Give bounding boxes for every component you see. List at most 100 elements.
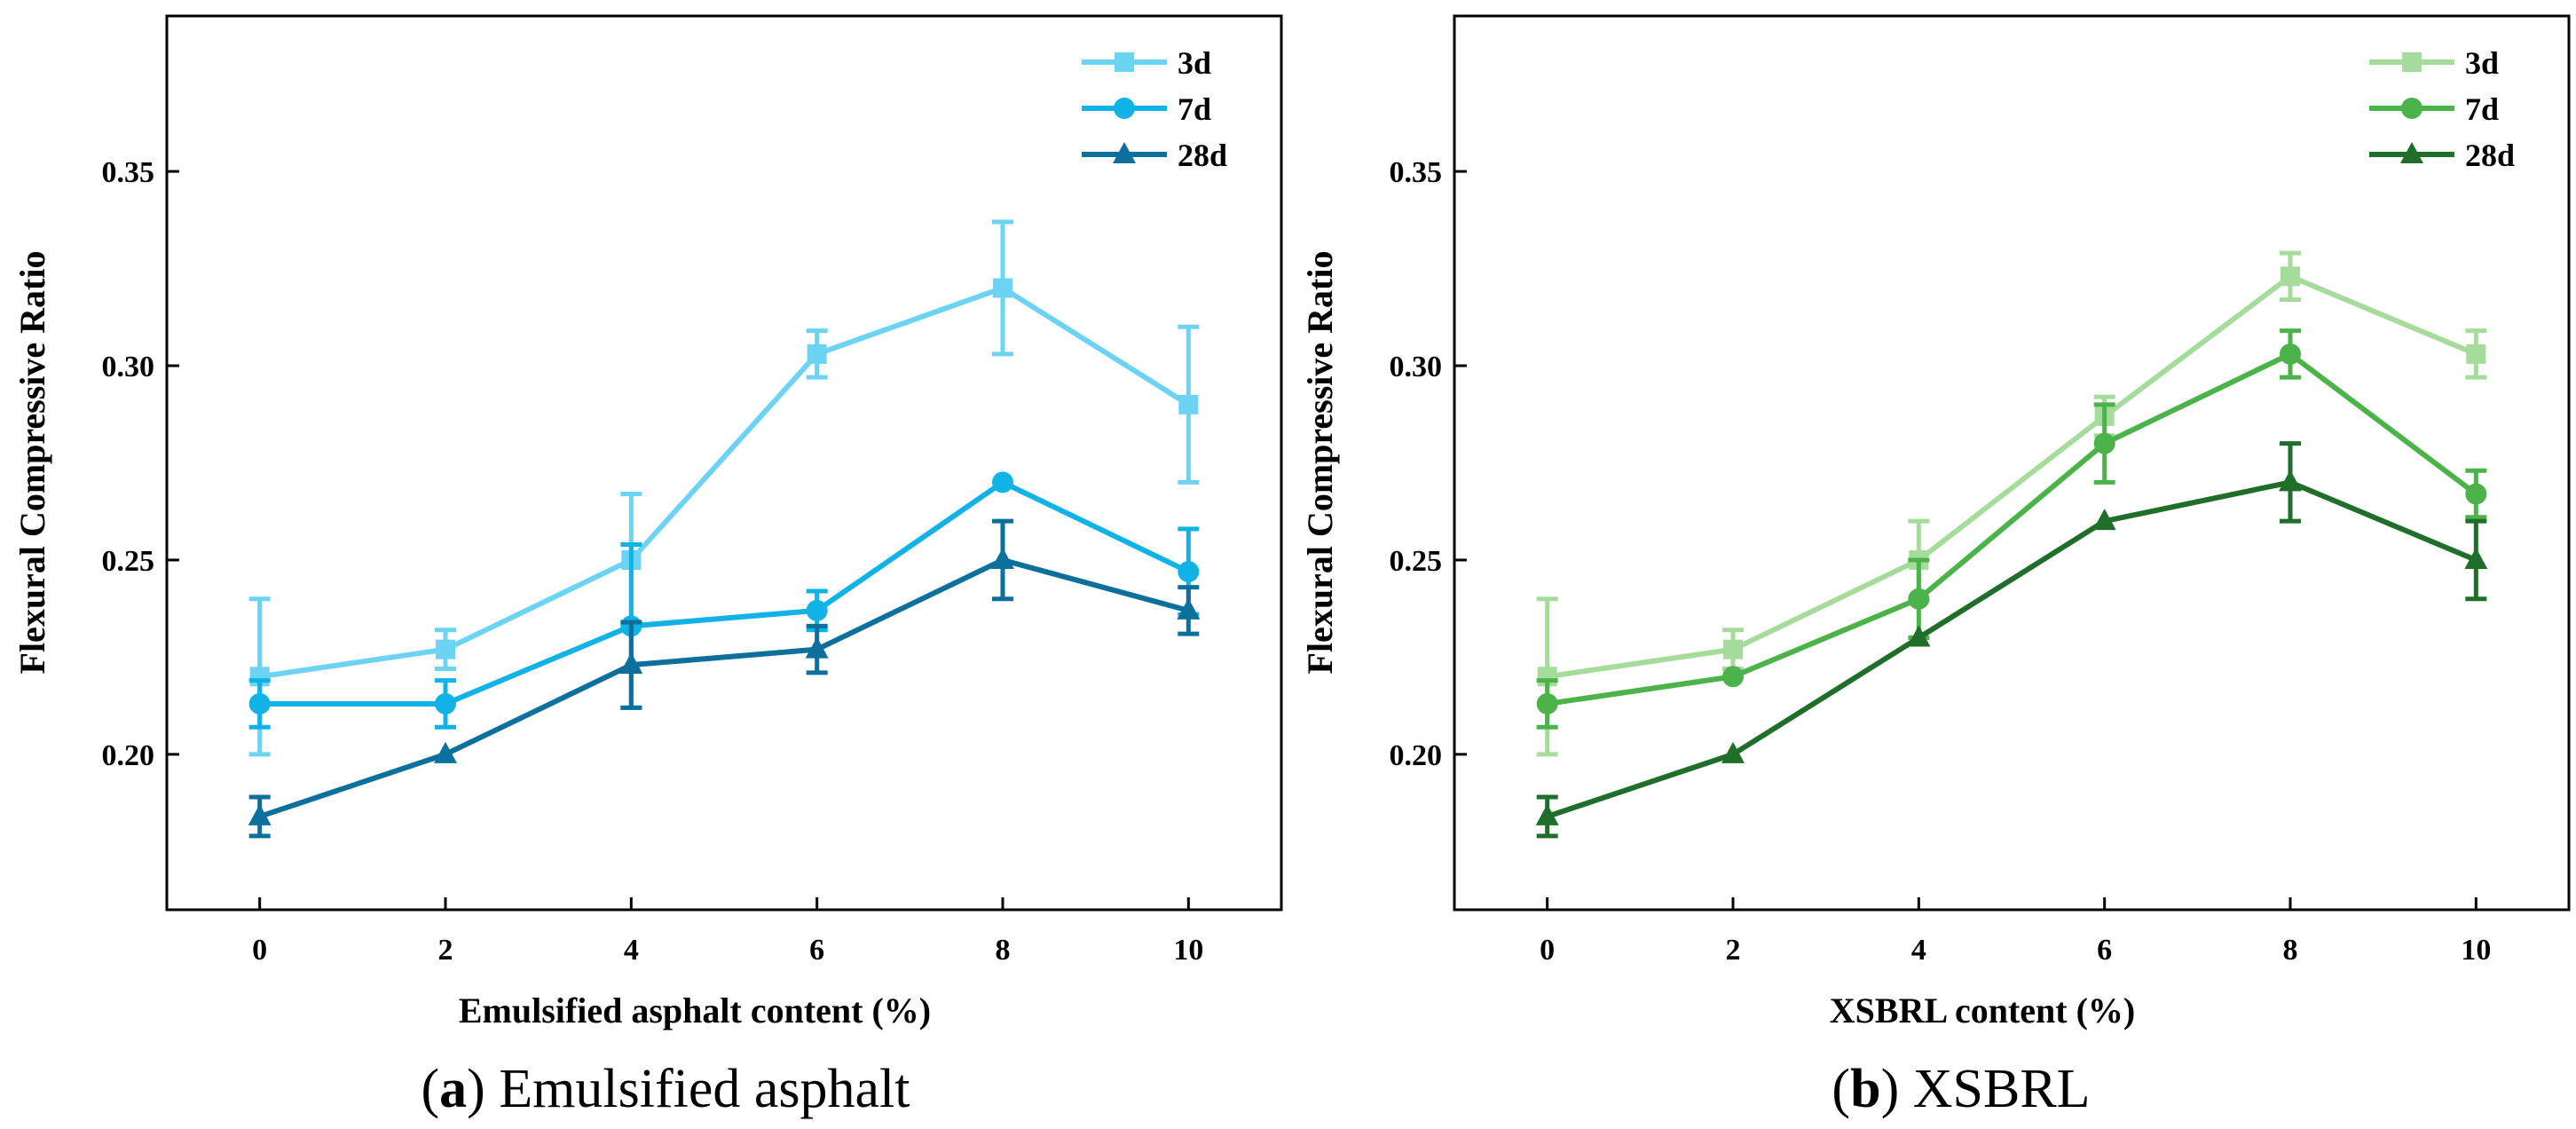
series-28d xyxy=(1535,441,2488,839)
x-tick-label: 8 xyxy=(996,934,1011,967)
series-line-7d xyxy=(1547,351,2478,707)
data-point-triangle xyxy=(1177,597,1201,620)
legend-marker-circle xyxy=(2401,98,2422,119)
series-line-28d xyxy=(1546,479,2478,819)
x-axis-ticks-b: 0 2 4 6 8 10 xyxy=(1540,897,2491,967)
data-point-triangle xyxy=(991,547,1014,569)
x-tick-label: 6 xyxy=(2097,934,2112,967)
legend-item-7d: 7d xyxy=(2369,91,2499,127)
data-point-circle xyxy=(435,692,456,715)
data-point-square xyxy=(436,639,455,659)
legend-item-3d: 3d xyxy=(2369,45,2499,81)
data-point-circle xyxy=(992,471,1013,493)
data-point-triangle xyxy=(2092,509,2116,531)
caption-a-letter: a xyxy=(439,1059,467,1119)
caption-b: (b) XSBRL xyxy=(1832,1059,2090,1119)
caption-b-letter: b xyxy=(1850,1059,1880,1119)
y-axis-title-a: Flexural Compressive Ratio xyxy=(12,251,52,675)
series-3d xyxy=(248,219,1200,757)
x-axis-title-b: XSBRL content (%) xyxy=(1830,991,2135,1030)
plot-frame-a xyxy=(165,14,1283,912)
y-tick-label: 0.35 xyxy=(1390,156,1443,189)
legend-label: 3d xyxy=(2465,45,2499,81)
data-point-square xyxy=(1178,394,1199,414)
data-point-circle xyxy=(1908,588,1930,610)
data-point-triangle xyxy=(434,741,457,763)
data-point-triangle xyxy=(1907,625,1931,647)
data-point-triangle xyxy=(1721,741,1745,763)
series-28d xyxy=(248,518,1201,839)
legend-item-7d: 7d xyxy=(1082,91,1211,127)
x-tick-label: 2 xyxy=(1726,934,1741,967)
data-point-triangle xyxy=(619,652,643,675)
caption-a: (a) Emulsified asphalt xyxy=(421,1059,910,1119)
data-point-square xyxy=(807,343,827,364)
panel-a: 0.20 0.25 0.30 0.35 0 2 4 6 8 10 Flexural Compre… xyxy=(12,14,1283,1119)
legend-marker-square xyxy=(2402,52,2422,72)
legend-label: 7d xyxy=(1178,91,1211,127)
y-axis-title-b: Flexural Compressive Ratio xyxy=(1300,251,1340,675)
x-tick-label: 10 xyxy=(1173,934,1203,967)
data-point-circle xyxy=(248,692,271,715)
x-axis-ticks-a: 0 2 4 6 8 10 xyxy=(252,897,1203,967)
legend-marker-triangle xyxy=(1113,142,1136,163)
y-tick-label: 0.35 xyxy=(102,156,155,189)
data-point-circle xyxy=(806,599,828,621)
y-tick-label: 0.30 xyxy=(1390,351,1443,383)
data-point-square xyxy=(2466,343,2486,364)
legend-marker-triangle xyxy=(2400,142,2423,163)
data-point-square xyxy=(1723,639,1743,659)
data-point-triangle xyxy=(1535,803,1559,825)
data-point-triangle xyxy=(2464,547,2488,569)
x-axis-title-a: Emulsified asphalt content (%) xyxy=(459,991,931,1030)
legend-label: 7d xyxy=(2465,91,2499,127)
x-tick-label: 2 xyxy=(438,934,453,967)
y-tick-label: 0.20 xyxy=(102,739,155,772)
plot-content-a xyxy=(248,219,1201,839)
x-tick-label: 0 xyxy=(252,934,267,967)
data-point-circle xyxy=(1178,561,1200,583)
data-point-circle xyxy=(2280,343,2301,365)
data-point-circle xyxy=(1722,666,1744,688)
caption-b-text: XSBRL xyxy=(1913,1059,2091,1119)
legend-label: 28d xyxy=(1178,138,1227,173)
legend-a: 3d 7d 28d xyxy=(1082,45,1227,173)
legend-label: 3d xyxy=(1178,45,1211,81)
x-tick-label: 0 xyxy=(1540,934,1555,967)
legend-item-28d: 28d xyxy=(2369,138,2515,173)
plot-content-b xyxy=(1535,250,2488,839)
panel-b: 0.20 0.25 0.30 0.35 0 2 4 6 8 10 Flexural Compre… xyxy=(1300,14,2571,1119)
legend-item-3d: 3d xyxy=(1082,45,1211,81)
data-point-triangle xyxy=(2279,470,2302,492)
y-axis-ticks-a: 0.20 0.25 0.30 0.35 xyxy=(102,156,179,772)
y-tick-label: 0.25 xyxy=(102,545,155,578)
legend-marker-circle xyxy=(1114,98,1135,119)
data-point-circle xyxy=(1536,692,1558,715)
legend-label: 28d xyxy=(2465,138,2515,173)
y-axis-ticks-b: 0.20 0.25 0.30 0.35 xyxy=(1390,156,1467,772)
series-line-3d xyxy=(1547,273,2478,680)
legend-marker-square xyxy=(1115,52,1134,72)
series-line-28d xyxy=(258,557,1190,819)
legend-b: 3d 7d 28d xyxy=(2369,45,2515,173)
legend-item-28d: 28d xyxy=(1082,138,1227,173)
x-tick-label: 10 xyxy=(2461,934,2491,967)
series-7d xyxy=(1536,328,2487,730)
y-tick-label: 0.20 xyxy=(1390,739,1443,772)
series-line-3d xyxy=(259,285,1190,680)
data-point-circle xyxy=(2093,432,2115,454)
series-line-7d xyxy=(259,479,1190,707)
y-tick-label: 0.30 xyxy=(102,351,155,383)
plot-frame-b xyxy=(1453,14,2571,912)
y-tick-label: 0.25 xyxy=(1390,545,1443,578)
data-point-circle xyxy=(2465,483,2487,505)
data-point-square xyxy=(2281,266,2300,287)
data-point-square xyxy=(993,278,1012,298)
x-tick-label: 8 xyxy=(2283,934,2298,967)
x-tick-label: 4 xyxy=(1911,934,1926,967)
x-tick-label: 6 xyxy=(809,934,824,967)
x-tick-label: 4 xyxy=(624,934,639,967)
data-point-triangle xyxy=(805,636,829,659)
